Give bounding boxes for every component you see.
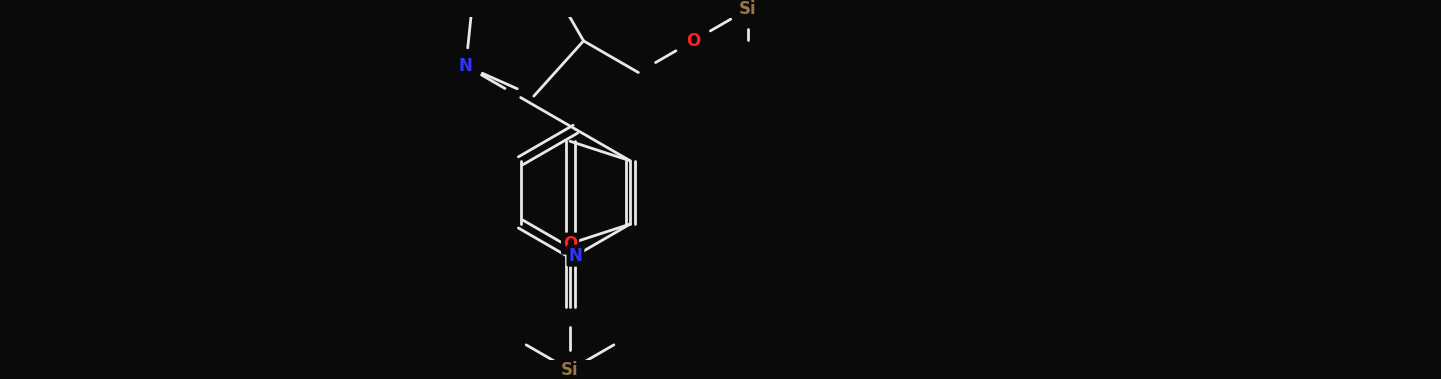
Text: N: N xyxy=(458,57,473,75)
Text: Si: Si xyxy=(739,0,757,18)
Text: N: N xyxy=(569,247,582,265)
Text: Si: Si xyxy=(561,361,579,379)
Text: O: O xyxy=(686,32,700,50)
Text: O: O xyxy=(563,235,578,253)
